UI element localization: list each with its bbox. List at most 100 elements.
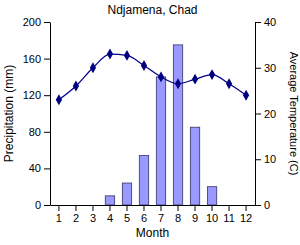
tick-label: 11 — [223, 212, 234, 224]
marker — [192, 74, 198, 85]
tick-label: 7 — [158, 212, 164, 224]
marker — [124, 50, 130, 61]
tick-label: 120 — [23, 89, 41, 101]
tick-label: 0 — [35, 199, 41, 211]
bar — [190, 127, 199, 205]
tick-label: 20 — [264, 108, 276, 120]
bar — [105, 196, 114, 205]
x-axis-title: Month — [136, 226, 169, 240]
tick-mark — [161, 205, 162, 211]
tick: 0 — [255, 199, 270, 211]
tick-mark — [178, 205, 179, 211]
tick: 30 — [255, 62, 276, 74]
tick-mark — [255, 114, 261, 115]
marker — [141, 60, 147, 71]
tick-label: 1 — [56, 212, 62, 224]
tick: 5 — [124, 205, 130, 224]
tick-mark — [255, 159, 261, 160]
title: Ndjamena, Chad — [107, 3, 197, 17]
marker — [56, 94, 62, 105]
tick: 120 — [23, 89, 50, 101]
tick-mark — [255, 68, 261, 69]
tick-label: 2 — [73, 212, 79, 224]
tick-label: 8 — [175, 212, 181, 224]
marker — [73, 81, 79, 92]
marker — [243, 90, 249, 101]
tick: 12 — [240, 205, 252, 224]
tick-mark — [75, 205, 76, 211]
tick-mark — [246, 205, 247, 211]
tick-mark — [44, 59, 50, 60]
tick: 20 — [255, 108, 276, 120]
axis-line — [51, 205, 256, 206]
bar — [54, 205, 63, 206]
tick-mark — [195, 205, 196, 211]
tick-label: 4 — [107, 212, 113, 224]
bar — [156, 77, 165, 205]
tick-label: 10 — [206, 212, 218, 224]
tick-mark — [229, 205, 230, 211]
bar — [224, 205, 233, 206]
y2-axis: 0 10 20 30 40 — [255, 16, 276, 211]
tick-mark — [58, 205, 59, 211]
tick: 2 — [73, 205, 79, 224]
bar — [88, 205, 97, 206]
tick-mark — [44, 205, 50, 206]
tick: 3 — [90, 205, 96, 224]
tick: 9 — [192, 205, 198, 224]
bar — [173, 45, 182, 205]
tick-label: 160 — [23, 53, 41, 65]
tick-mark — [143, 205, 144, 211]
marker — [209, 69, 215, 80]
marker — [107, 49, 113, 60]
tick: 1 — [56, 205, 62, 224]
tick-mark — [255, 205, 261, 206]
tick: 80 — [29, 126, 50, 138]
tick: 10 — [255, 153, 276, 165]
tick: 0 — [35, 199, 50, 211]
tick-label: 3 — [90, 212, 96, 224]
tick: 160 — [23, 53, 50, 65]
tick-mark — [109, 205, 110, 211]
tick-label: 9 — [192, 212, 198, 224]
tick: 11 — [223, 205, 234, 224]
tick: 40 — [29, 162, 50, 174]
tick-mark — [44, 168, 50, 169]
tick-mark — [44, 132, 50, 133]
tick-label: 40 — [29, 162, 41, 174]
tick-label: 0 — [264, 199, 270, 211]
tick-label: 200 — [23, 16, 41, 28]
tick-mark — [44, 22, 50, 23]
tick: 8 — [175, 205, 181, 224]
tick-label: 30 — [264, 62, 276, 74]
bar — [207, 187, 216, 205]
tick-mark — [126, 205, 127, 211]
bar — [241, 205, 250, 206]
tick-label: 10 — [264, 153, 276, 165]
line — [59, 54, 246, 100]
tick-mark — [255, 22, 261, 23]
axis-line — [50, 23, 51, 206]
tick-mark — [212, 205, 213, 211]
bar — [122, 183, 131, 205]
tick-label: 80 — [29, 126, 41, 138]
tick: 40 — [255, 16, 276, 28]
y-axis: 0 40 80 120 160 200 — [23, 16, 51, 211]
bar — [139, 156, 148, 205]
tick: 4 — [107, 205, 113, 224]
tick: 200 — [23, 16, 50, 28]
tick-label: 40 — [264, 16, 276, 28]
marker — [90, 62, 96, 73]
tick: 7 — [158, 205, 164, 224]
tick-label: 5 — [124, 212, 130, 224]
plot-area — [56, 45, 249, 205]
tick-mark — [44, 95, 50, 96]
tick-mark — [92, 205, 93, 211]
tick: 10 — [206, 205, 218, 224]
x-axis: 123456789101112 — [51, 205, 256, 224]
bar — [71, 205, 80, 206]
tick-label: 12 — [240, 212, 252, 224]
y-axis-title: Precipitation (mm) — [2, 65, 16, 162]
tick-label: 6 — [141, 212, 147, 224]
y2-axis-title: Average Temperature (C) — [288, 52, 300, 176]
